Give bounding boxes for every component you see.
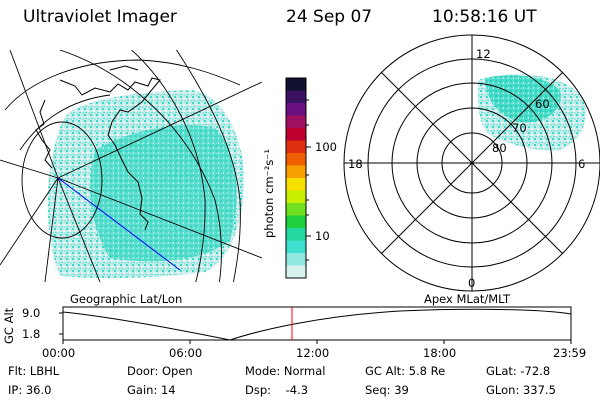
altitude-plot: [59, 306, 572, 344]
altitude-xtick-3: 18:00: [423, 346, 457, 360]
altitude-ytick-1-8: 1.8: [22, 327, 41, 341]
colorbar-tick-100: 100: [315, 140, 337, 154]
status-flt: Flt: LBHL: [8, 364, 60, 378]
altitude-ylabel: GC Alt: [2, 307, 16, 344]
mlt-label-18: 18: [348, 157, 363, 171]
geographic-map: [0, 50, 262, 282]
colorbar-segment: [286, 140, 306, 154]
status-glon: GLon: 337.5: [486, 383, 556, 397]
status-gc-alt: GC Alt: 5.8 Re: [365, 364, 446, 378]
mlt-label-0: 0: [468, 276, 476, 290]
right-panel-label: Apex MLat/MLT: [424, 292, 511, 306]
colorbar-segment: [286, 240, 306, 254]
colorbar-segment: [286, 265, 306, 279]
colorbar-segment: [286, 115, 306, 129]
colorbar-tick-10: 10: [315, 229, 330, 243]
altitude-xtick-4: 23:59: [553, 346, 587, 360]
date-label: 24 Sep 07: [286, 7, 373, 27]
colorbar-segment: [286, 215, 306, 229]
status-glat: GLat: -72.8: [486, 364, 551, 378]
status-gain: Gain: 14: [127, 383, 176, 397]
colorbar-segment: [286, 78, 306, 91]
satellite-track-line: [57, 177, 181, 271]
left-panel-label: Geographic Lat/Lon: [70, 292, 183, 306]
mlat-label-80: 80: [492, 141, 507, 155]
colorbar-segment: [286, 90, 306, 104]
mlat-label-60: 60: [535, 97, 550, 111]
colorbar-segment: [286, 103, 306, 116]
status-mode: Mode: Normal: [245, 364, 326, 378]
colorbar-unit-label: photon cm⁻²s⁻¹: [262, 149, 276, 238]
colorbar-segment: [286, 153, 306, 166]
altitude-xtick-2: 12:00: [296, 346, 330, 360]
status-ip: IP: 36.0: [8, 383, 52, 397]
altitude-ytick-9: 9.0: [22, 306, 41, 320]
altitude-xtick-0: 00:00: [42, 346, 76, 360]
polar-plot: [343, 34, 600, 292]
colorbar-segment: [286, 190, 306, 204]
colorbar-segment: [286, 178, 306, 191]
altitude-xtick-1: 06:00: [169, 346, 203, 360]
status-door: Door: Open: [127, 364, 193, 378]
mlt-label-12: 12: [476, 47, 491, 61]
time-label: 10:58:16 UT: [432, 7, 537, 27]
colorbar-segment: [286, 228, 306, 241]
status-dsp: Dsp: -4.3: [245, 383, 309, 397]
instrument-title: Ultraviolet Imager: [23, 7, 177, 27]
mlt-label-6: 6: [578, 157, 586, 171]
colorbar-segment: [286, 128, 306, 141]
colorbar-segment: [286, 165, 306, 179]
color-scale-bar: [286, 78, 306, 279]
colorbar-segment: [286, 203, 306, 216]
status-seq: Seq: 39: [365, 383, 409, 397]
colorbar-segment: [286, 253, 306, 266]
mlat-label-70: 70: [512, 121, 527, 135]
